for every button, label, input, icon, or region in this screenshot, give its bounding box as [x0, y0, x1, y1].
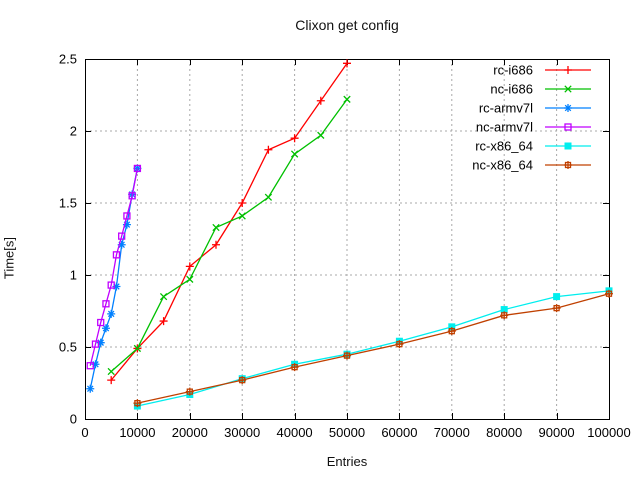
y-tick-label: 2 — [70, 124, 77, 139]
legend-item-rc-i686: rc-i686 — [493, 63, 591, 78]
legend-label: rc-i686 — [493, 63, 533, 78]
x-tick-label: 0 — [81, 425, 88, 440]
legend-label: rc-armv7l — [479, 101, 533, 116]
x-tick-label: 20000 — [172, 425, 208, 440]
y-tick-label: 1 — [70, 268, 77, 283]
series-nc-i686 — [107, 95, 351, 376]
legend-item-nc-armv7l: nc-armv7l — [476, 120, 591, 135]
x-tick-label: 50000 — [329, 425, 365, 440]
x-tick-label: 60000 — [381, 425, 417, 440]
y-tick-label: 2.5 — [59, 52, 77, 67]
legend-label: nc-i686 — [490, 82, 533, 97]
x-axis-label: Entries — [326, 454, 368, 469]
series-nc-x86_64 — [133, 289, 613, 408]
x-tick-label: 90000 — [539, 425, 575, 440]
chart-title: Clixon get config — [295, 17, 399, 33]
legend-item-rc-armv7l: rc-armv7l — [479, 101, 591, 116]
legend: rc-i686 nc-i686 rc-armv7l nc-armv7l rc-x86_6… — [472, 63, 591, 173]
legend-item-nc-i686: nc-i686 — [490, 82, 591, 97]
x-tick-label: 30000 — [224, 425, 260, 440]
y-tick-label: 1.5 — [59, 196, 77, 211]
grid-lines — [85, 59, 609, 419]
series-rc-x86_64 — [133, 287, 613, 410]
legend-item-nc-x86_64: nc-x86_64 — [472, 158, 591, 173]
x-tick-label: 10000 — [119, 425, 155, 440]
x-tick-label: 40000 — [277, 425, 313, 440]
x-tick-label: 70000 — [434, 425, 470, 440]
y-tick-label: 0 — [70, 412, 77, 427]
legend-item-rc-x86_64: rc-x86_64 — [475, 139, 591, 154]
x-tick-label: 100000 — [587, 425, 630, 440]
series-nc-armv7l — [86, 164, 142, 370]
legend-label: nc-armv7l — [476, 120, 533, 135]
y-tick-label: 0.5 — [59, 340, 77, 355]
tick-labels: 0 10000 20000 30000 40000 50000 60000 70000 8000… — [59, 52, 631, 441]
series-rc-i686 — [107, 59, 351, 385]
legend-label: rc-x86_64 — [475, 139, 533, 154]
legend-label: nc-x86_64 — [472, 158, 533, 173]
x-tick-label: 80000 — [486, 425, 522, 440]
